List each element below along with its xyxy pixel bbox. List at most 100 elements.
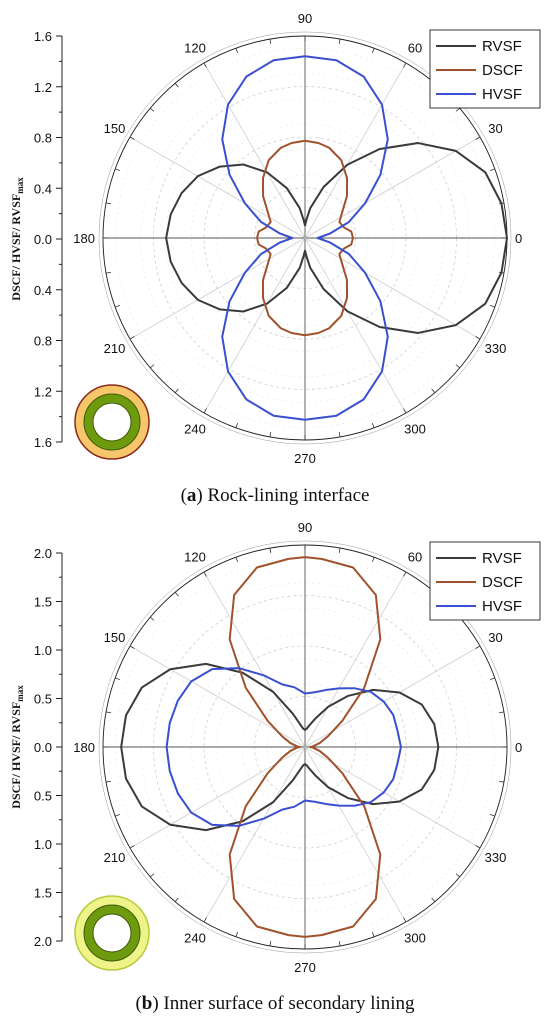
legend: RVSF DSCF HVSF [429, 29, 541, 109]
angle-tick [115, 677, 121, 680]
angle-tick [115, 168, 121, 171]
angle-tick [174, 592, 179, 597]
angle-tick [372, 931, 375, 937]
polar-chart-2: 0 30 60 90 120 150 180 210 240 270 300 330 2.0 1.5 1.0… [9, 520, 541, 1014]
angle-tick [129, 336, 135, 340]
polar-chart-1: 0 30 60 90 120 150 180 210 240 270 300 330 1.6 1.2 0.8… [9, 11, 541, 506]
series-dscf-line [228, 556, 382, 938]
radial-tick-label: 0.0 [34, 232, 52, 247]
angle-tick [372, 422, 375, 428]
angle-tick [403, 62, 407, 68]
grid-spoke [203, 62, 306, 239]
angle-tick [105, 780, 112, 783]
angle-label-210: 210 [104, 341, 126, 356]
radial-axis-title-sub: max [15, 685, 25, 702]
grid-spoke [129, 237, 306, 340]
angle-tick [403, 571, 407, 577]
angle-tick [235, 557, 238, 563]
panel-caption: (a) Rock-lining interface [181, 485, 370, 506]
grid-spoke [304, 571, 407, 748]
radial-axis-title-sub: max [15, 177, 25, 194]
legend: RVSF DSCF HVSF [429, 541, 541, 621]
angle-label-90: 90 [298, 520, 312, 535]
angle-label-60: 60 [408, 549, 422, 564]
radial-tick-label: 0.5 [34, 789, 52, 804]
angle-tick [150, 616, 155, 621]
angle-tick [115, 814, 121, 817]
angle-tick [475, 136, 481, 140]
radial-tick-label: 1.0 [34, 837, 52, 852]
angle-tick [455, 107, 460, 112]
radial-tick-label: 1.2 [34, 384, 52, 399]
grid-spoke [129, 136, 306, 239]
angle-tick [203, 917, 207, 923]
grid-spoke [203, 746, 306, 923]
legend-label-dscf: DSCF [482, 62, 523, 79]
radial-tick-label: 2.0 [34, 546, 52, 561]
angle-tick [105, 711, 112, 714]
grid-spoke [203, 571, 306, 748]
caption-paren-open: ( [181, 485, 187, 506]
radial-tick-label: 1.0 [34, 643, 52, 658]
angle-label-180: 180 [73, 740, 95, 755]
angle-label-330: 330 [485, 341, 507, 356]
panel-caption: (b) Inner surface of secondary lining [135, 993, 415, 1014]
radial-tick-label: 1.6 [34, 435, 52, 450]
angle-tick [150, 107, 155, 112]
angle-tick [174, 388, 179, 393]
angle-label-270: 270 [294, 960, 316, 975]
angle-label-180: 180 [73, 231, 95, 246]
angle-label-300: 300 [404, 931, 426, 946]
inset-tunnel-hole [92, 913, 132, 953]
caption-letter: a [187, 485, 197, 506]
angle-tick [498, 711, 505, 714]
grid-spoke [304, 136, 481, 239]
inset-tunnel-hole [92, 402, 132, 442]
angle-tick [129, 845, 135, 849]
angle-tick [489, 677, 495, 680]
radial-axis-title: DSCF/ HVSF/ RVSFmax [9, 685, 25, 809]
legend-label-dscf: DSCF [482, 574, 523, 591]
angle-tick [203, 571, 207, 577]
angle-tick [431, 897, 436, 902]
caption-paren-open: ( [135, 993, 141, 1014]
angle-label-300: 300 [404, 422, 426, 437]
legend-label-hvsf: HVSF [482, 598, 522, 615]
angle-tick [338, 431, 341, 438]
radial-tick-label: 1.5 [34, 595, 52, 610]
legend-label-hvsf: HVSF [482, 86, 522, 103]
angle-label-120: 120 [184, 40, 206, 55]
angle-tick [203, 408, 207, 414]
angle-tick [403, 917, 407, 923]
angle-tick [475, 645, 481, 649]
angle-label-120: 120 [184, 549, 206, 564]
angle-tick [115, 305, 121, 308]
angle-label-210: 210 [104, 850, 126, 865]
angle-tick [269, 547, 272, 554]
grid-spoke [304, 746, 407, 923]
angle-tick [269, 38, 272, 45]
tunnel-section-inset [74, 895, 150, 971]
angle-label-30: 30 [488, 630, 502, 645]
angle-tick [475, 336, 481, 340]
angle-label-30: 30 [488, 121, 502, 136]
radial-axis-title-main: DSCF/ HVSF/ RVSF [9, 702, 23, 809]
angle-label-240: 240 [184, 931, 206, 946]
angle-label-330: 330 [485, 850, 507, 865]
caption-letter: b [142, 993, 153, 1014]
angle-tick [455, 364, 460, 369]
angle-tick [235, 931, 238, 937]
angle-tick [269, 940, 272, 947]
angle-label-90: 90 [298, 11, 312, 26]
radial-axis: 2.0 1.5 1.0 0.5 0.0 0.5 1.0 1.5 2.0 DSCF/ HVSF/ R… [9, 546, 63, 949]
radial-tick-label: 1.6 [34, 29, 52, 44]
angle-label-270: 270 [294, 451, 316, 466]
radial-axis-title: DSCF/ HVSF/ RVSFmax [9, 177, 25, 301]
angle-tick [489, 305, 495, 308]
radial-tick-label: 0.8 [34, 334, 52, 349]
angle-label-240: 240 [184, 422, 206, 437]
angle-label-150: 150 [104, 630, 126, 645]
radial-tick-label: 0.0 [34, 740, 52, 755]
angle-tick [269, 431, 272, 438]
